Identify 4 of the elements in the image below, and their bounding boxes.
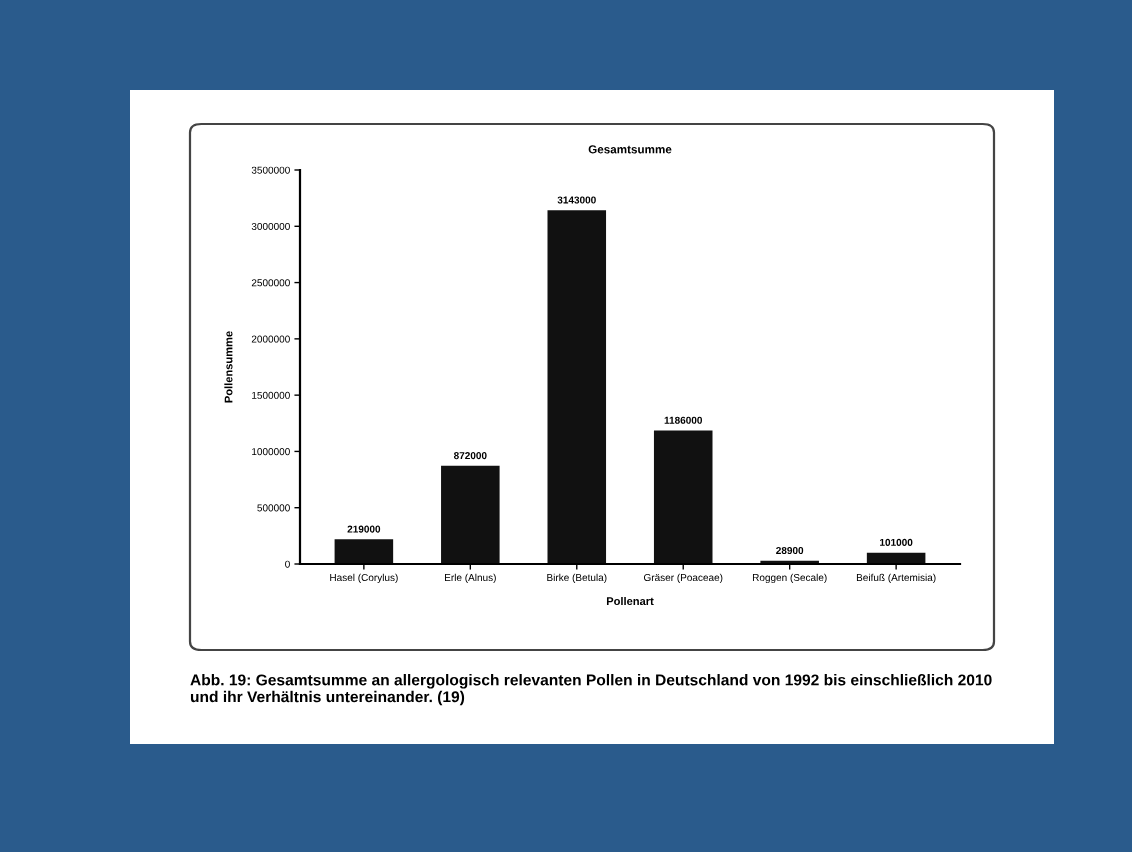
bar xyxy=(334,539,394,564)
bar xyxy=(547,210,607,564)
bar xyxy=(653,430,713,564)
bar xyxy=(441,465,500,564)
